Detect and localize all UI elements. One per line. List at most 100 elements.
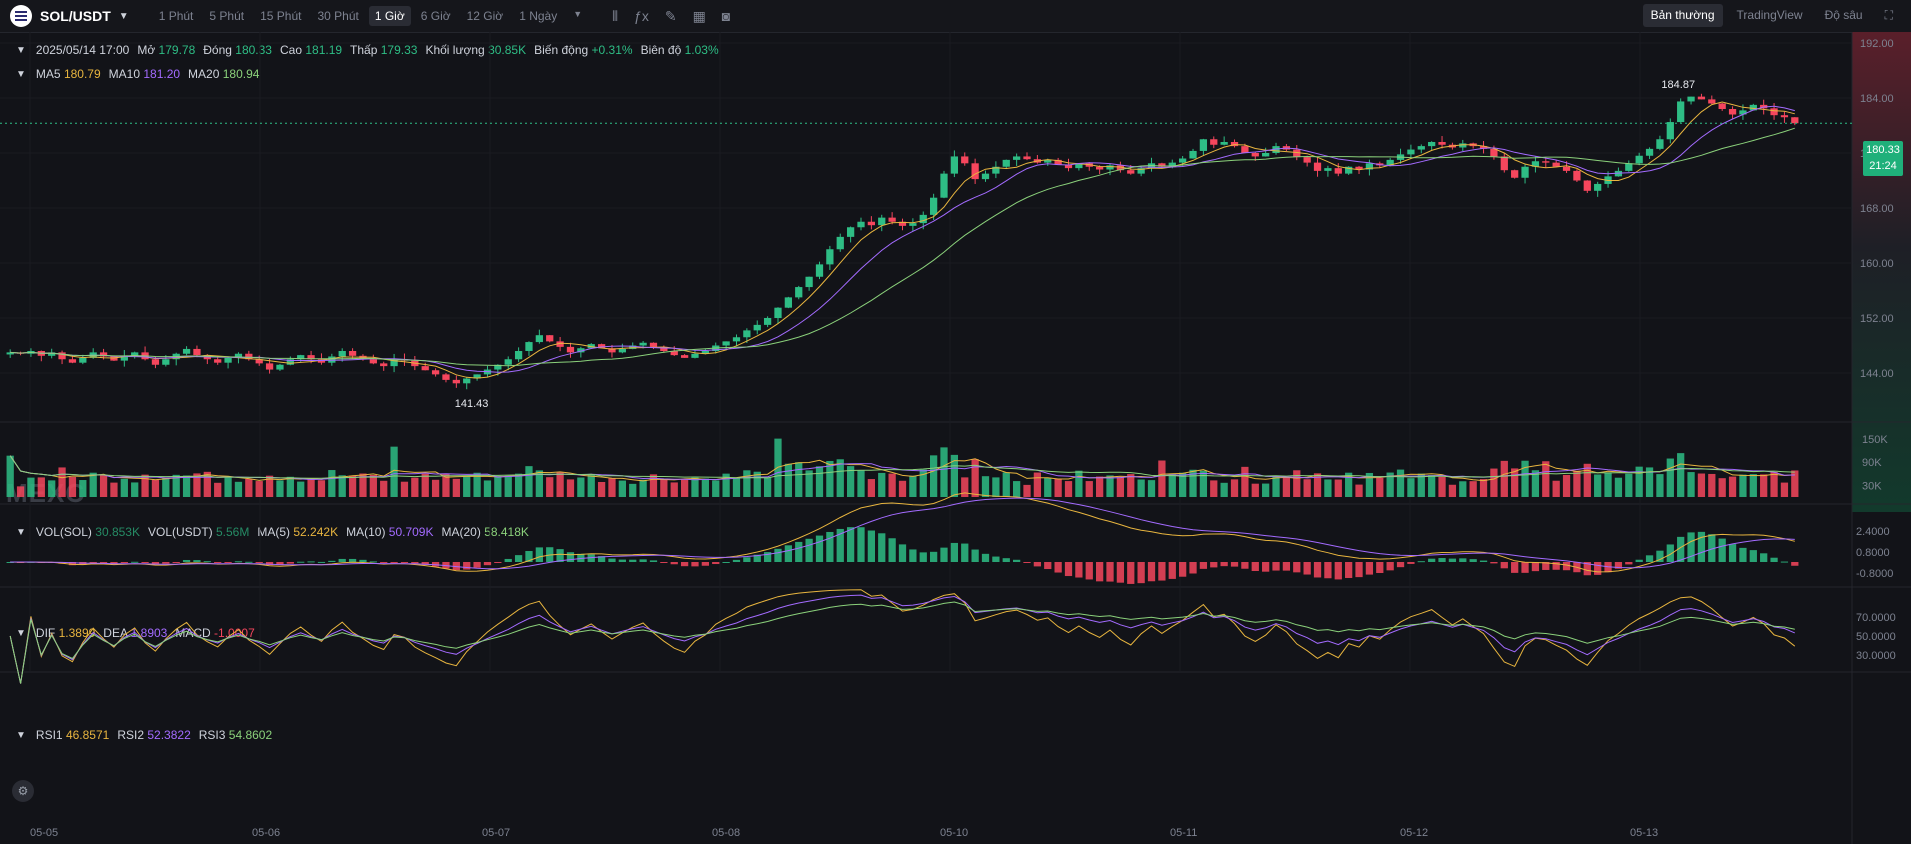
kline-chart[interactable]: 192.00184.00176.00168.00160.00152.00144.…	[0, 32, 1911, 844]
macd-histogram-bar	[1521, 562, 1529, 573]
macd-histogram-bar	[151, 562, 160, 565]
volume-bar	[514, 473, 523, 497]
volume-bar	[234, 481, 243, 497]
camera-icon[interactable]: ◙	[721, 7, 731, 24]
candle-body	[131, 352, 139, 356]
macd-axis-label: 2.4000	[1856, 526, 1890, 538]
volume-bar	[1666, 458, 1674, 497]
candle-body	[1106, 165, 1114, 170]
macd-histogram-bar	[483, 562, 492, 566]
view-tab[interactable]: TradingView	[1736, 8, 1803, 22]
collapse-chevron-icon[interactable]: ▼	[16, 627, 26, 639]
volume-bar	[48, 480, 56, 497]
volume-value: 30.85K	[488, 43, 527, 57]
candle-body	[1594, 183, 1602, 191]
macd-histogram-bar	[1127, 562, 1135, 584]
candle-body	[546, 335, 554, 342]
candle-body	[265, 363, 274, 370]
volume-bar	[1376, 477, 1384, 497]
candle-body	[597, 344, 606, 349]
candle-body	[1718, 103, 1726, 109]
volume-bar	[1044, 477, 1052, 497]
macd-histogram-bar	[1116, 562, 1125, 583]
interval-tab[interactable]: 30 Phút	[317, 9, 359, 23]
macd-histogram-bar	[89, 562, 97, 564]
candle-body	[504, 359, 512, 365]
candle-body	[1552, 162, 1560, 167]
volume-bar	[836, 459, 844, 497]
candle-body	[380, 363, 388, 367]
open-value: 179.78	[158, 43, 196, 57]
macd-histogram-bar	[1552, 562, 1560, 570]
macd-histogram-bar	[1355, 562, 1363, 578]
volume-bar	[1345, 472, 1353, 497]
macd-histogram-bar	[608, 558, 616, 562]
candle-body	[1625, 163, 1633, 171]
candle-body	[743, 330, 751, 338]
collapse-chevron-icon[interactable]: ▼	[16, 729, 26, 741]
settings-icon[interactable]: ⚙	[12, 780, 34, 802]
volume-bar	[494, 475, 502, 497]
volume-bar	[68, 476, 77, 497]
volume-bar	[1428, 475, 1436, 497]
draw-pencil-icon[interactable]: ✎	[664, 7, 677, 24]
fullscreen-icon[interactable]: ⛶	[1884, 8, 1893, 22]
interval-tab[interactable]: 1 Giờ	[368, 6, 411, 26]
high-value: 181.19	[305, 43, 343, 57]
candle-body	[58, 352, 66, 360]
volume-bar	[1241, 466, 1249, 497]
macd-histogram-bar	[961, 543, 969, 562]
macd-histogram-bar	[1770, 557, 1778, 562]
volume-bar	[898, 480, 907, 497]
layout-grid-icon[interactable]: ▦	[692, 7, 706, 24]
macd-histogram-bar	[1282, 562, 1291, 571]
macd-histogram-bar	[649, 560, 658, 562]
time-axis-label: 05-08	[712, 827, 740, 839]
candle-body	[452, 379, 460, 384]
interval-tab[interactable]: 6 Giờ	[420, 9, 451, 23]
min-price-label: 141.43	[455, 398, 489, 410]
interval-tab[interactable]: 12 Giờ	[466, 9, 504, 23]
volume-bar	[888, 473, 896, 497]
interval-tab[interactable]: 1 Ngày	[519, 9, 558, 23]
candle-body	[1365, 163, 1374, 170]
macd-histogram-bar	[245, 561, 253, 563]
pair-selector[interactable]: SOL/USDT	[40, 8, 111, 24]
macd-histogram-bar	[815, 535, 824, 562]
macd-histogram-bar	[1033, 562, 1042, 567]
candle-type-icon[interactable]: ⫴	[612, 7, 619, 24]
volume-bar	[546, 477, 554, 497]
macd-histogram-bar	[1677, 536, 1685, 562]
collapse-chevron-icon[interactable]: ▼	[16, 44, 26, 56]
interval-tab[interactable]: 15 Phút	[260, 9, 302, 23]
chevron-down-icon[interactable]: ▼	[118, 10, 129, 22]
macd-histogram-bar	[535, 547, 543, 562]
collapse-chevron-icon[interactable]: ▼	[16, 68, 26, 80]
macd-histogram-bar	[556, 549, 564, 562]
vol-sol-value: 30.853K	[95, 525, 140, 539]
macd-histogram-bar	[1459, 558, 1467, 562]
candle-body	[1303, 157, 1311, 163]
volume-bar	[878, 472, 886, 497]
candle-body	[1500, 156, 1508, 171]
view-tab[interactable]: Độ sâu	[1824, 8, 1863, 22]
candle-body	[1770, 108, 1778, 116]
candle-body	[182, 348, 191, 354]
view-tab[interactable]: Bản thường	[1642, 4, 1723, 27]
macd-histogram-bar	[929, 551, 938, 562]
collapse-chevron-icon[interactable]: ▼	[16, 526, 26, 538]
chevron-down-icon[interactable]: ▼	[573, 9, 583, 19]
interval-tab[interactable]: 5 Phút	[209, 9, 245, 23]
volume-bar	[1521, 460, 1529, 497]
macd-histogram-bar	[525, 551, 533, 562]
ma5-value: 180.79	[63, 67, 101, 81]
candle-body	[1199, 139, 1208, 151]
candle-body	[1179, 158, 1187, 163]
volume-bar	[380, 480, 388, 497]
macd-histogram-bar	[1189, 562, 1197, 574]
indicator-icon[interactable]: ƒx	[634, 7, 649, 24]
macd-histogram-bar	[411, 562, 419, 564]
interval-tab[interactable]: 1 Phút	[158, 9, 194, 23]
candle-body	[732, 337, 741, 342]
volume-bar	[940, 447, 948, 497]
